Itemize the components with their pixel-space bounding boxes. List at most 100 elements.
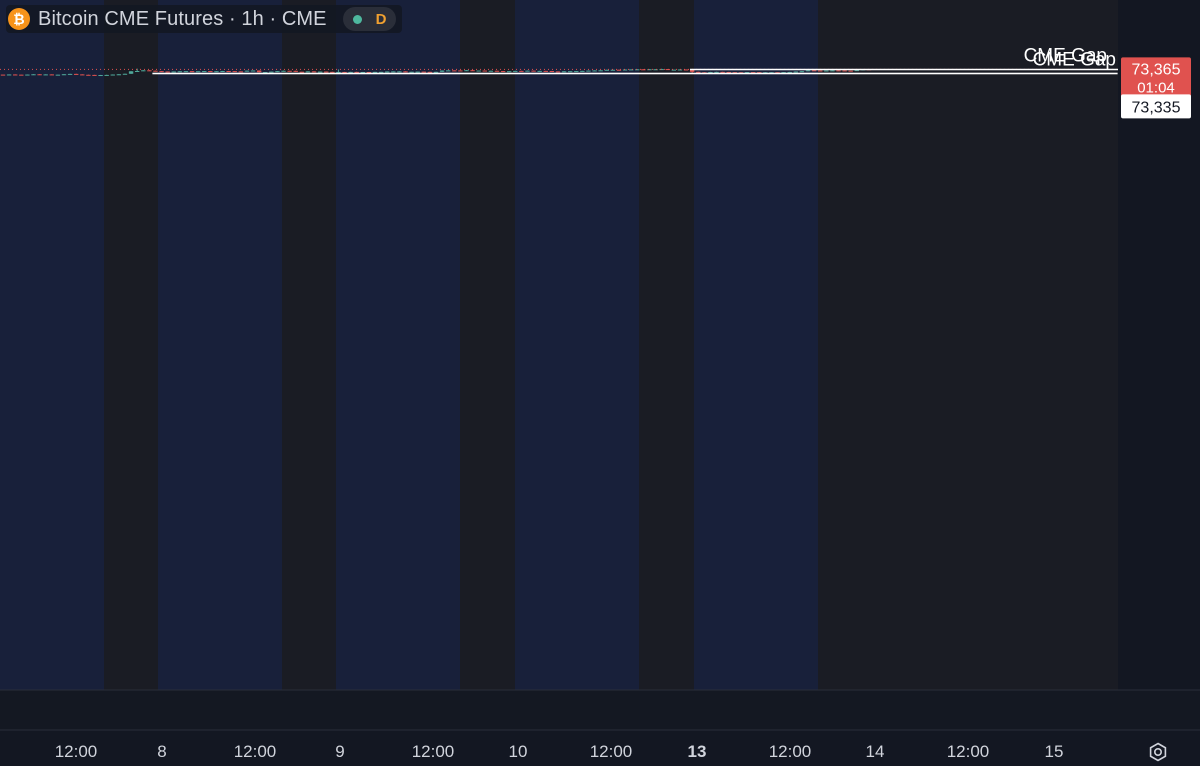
candle-body <box>141 70 146 72</box>
candle-body <box>671 69 677 71</box>
candle-body <box>220 71 225 73</box>
candle-body <box>799 71 805 73</box>
time-axis-label: 10 <box>509 742 528 761</box>
candle-body <box>525 70 530 72</box>
candle-body <box>13 74 18 76</box>
candle-body <box>641 69 646 71</box>
candle-body <box>604 69 609 71</box>
candle-body <box>226 71 231 73</box>
session-band <box>282 0 336 690</box>
candle-body <box>165 71 170 73</box>
symbol-title[interactable]: Bitcoin CME Futures · 1h · CME <box>38 7 327 30</box>
candle-body <box>830 70 835 72</box>
candle-body <box>189 71 195 73</box>
candle-body <box>0 74 6 76</box>
candle-body <box>805 70 811 72</box>
current-price-value: 73,365 <box>1132 61 1181 78</box>
candle-body <box>250 70 256 72</box>
candle-body <box>561 71 567 73</box>
market-open-dot-icon <box>352 14 362 24</box>
candle-body <box>80 74 85 76</box>
candle-body <box>366 72 372 74</box>
indicator-pane <box>0 690 1200 730</box>
candle-body <box>55 74 61 76</box>
candle-body <box>476 70 481 72</box>
time-axis-label: 9 <box>335 742 344 761</box>
candle-body <box>104 74 109 76</box>
session-band <box>460 0 515 690</box>
candle-body <box>86 74 91 76</box>
candle-body <box>6 74 12 76</box>
candle-body <box>311 71 317 73</box>
candle-body <box>543 70 548 72</box>
candle-body <box>305 71 311 73</box>
candle-body <box>513 70 518 72</box>
candle-body <box>555 71 561 73</box>
candle-body <box>281 70 286 72</box>
candle-body <box>750 72 756 74</box>
time-axis-label: 12:00 <box>769 742 812 761</box>
candle-body <box>610 69 616 71</box>
gap-price-value: 73,335 <box>1132 99 1181 116</box>
candle-body <box>500 71 506 73</box>
candle-body <box>330 71 335 73</box>
candle-body <box>116 74 122 76</box>
candle-body <box>567 71 573 73</box>
candle-body <box>470 70 475 72</box>
chart-settings-button[interactable] <box>1146 740 1170 764</box>
candle-body <box>696 71 701 73</box>
candle-body <box>25 74 30 76</box>
candle-body <box>708 71 713 73</box>
candle-body <box>598 70 603 72</box>
candle-body <box>98 75 103 77</box>
time-axis-label: 12:00 <box>234 742 277 761</box>
candle-body <box>793 71 799 73</box>
candle-body <box>391 71 396 73</box>
candle-body <box>592 70 597 72</box>
candle-body <box>531 70 536 72</box>
data-delay-label: D <box>375 10 387 28</box>
candle-body <box>464 70 469 72</box>
candle-body <box>446 70 451 72</box>
candle-body <box>683 69 689 71</box>
time-axis-label: 8 <box>157 742 166 761</box>
candle-body <box>183 71 189 73</box>
session-band <box>0 0 104 690</box>
candle-body <box>494 70 500 72</box>
candle-body <box>275 71 280 73</box>
candle-body <box>208 71 213 73</box>
candle-body <box>177 71 183 73</box>
time-axis-label: 12:00 <box>412 742 455 761</box>
candle-body <box>287 70 292 72</box>
candle-body <box>263 72 268 74</box>
candle-body <box>628 69 634 71</box>
lower-cme-gap-label: CME Gap <box>1033 49 1116 70</box>
time-axis-label: 12:00 <box>590 742 633 761</box>
candle-body <box>360 72 366 74</box>
candle-body <box>519 70 524 72</box>
candle-body <box>269 71 274 73</box>
session-band <box>818 0 1118 690</box>
time-axis-label: 14 <box>866 742 885 761</box>
candle-body <box>848 70 853 72</box>
market-status-badge[interactable]: D <box>342 7 397 31</box>
candle-body <box>427 71 433 73</box>
symbol-header[interactable]: ₿ Bitcoin CME Futures · 1h · CME D <box>6 5 403 33</box>
bar-countdown: 01:04 <box>1137 79 1175 96</box>
candle-body <box>37 74 42 76</box>
current-price-badge[interactable] <box>1121 57 1191 98</box>
candle-body <box>757 72 762 74</box>
candle-body <box>19 74 24 76</box>
candle-body <box>202 71 207 73</box>
candle-body <box>836 70 841 72</box>
time-axis-label: 15 <box>1045 742 1064 761</box>
candle-body <box>293 70 298 72</box>
candle-body <box>506 71 512 73</box>
gap-price-badge[interactable] <box>1121 94 1191 119</box>
session-band <box>104 0 158 690</box>
candle-body <box>452 70 457 72</box>
time-axis-label: 12:00 <box>947 742 990 761</box>
candle-body <box>43 74 48 76</box>
candle-body <box>256 70 262 73</box>
